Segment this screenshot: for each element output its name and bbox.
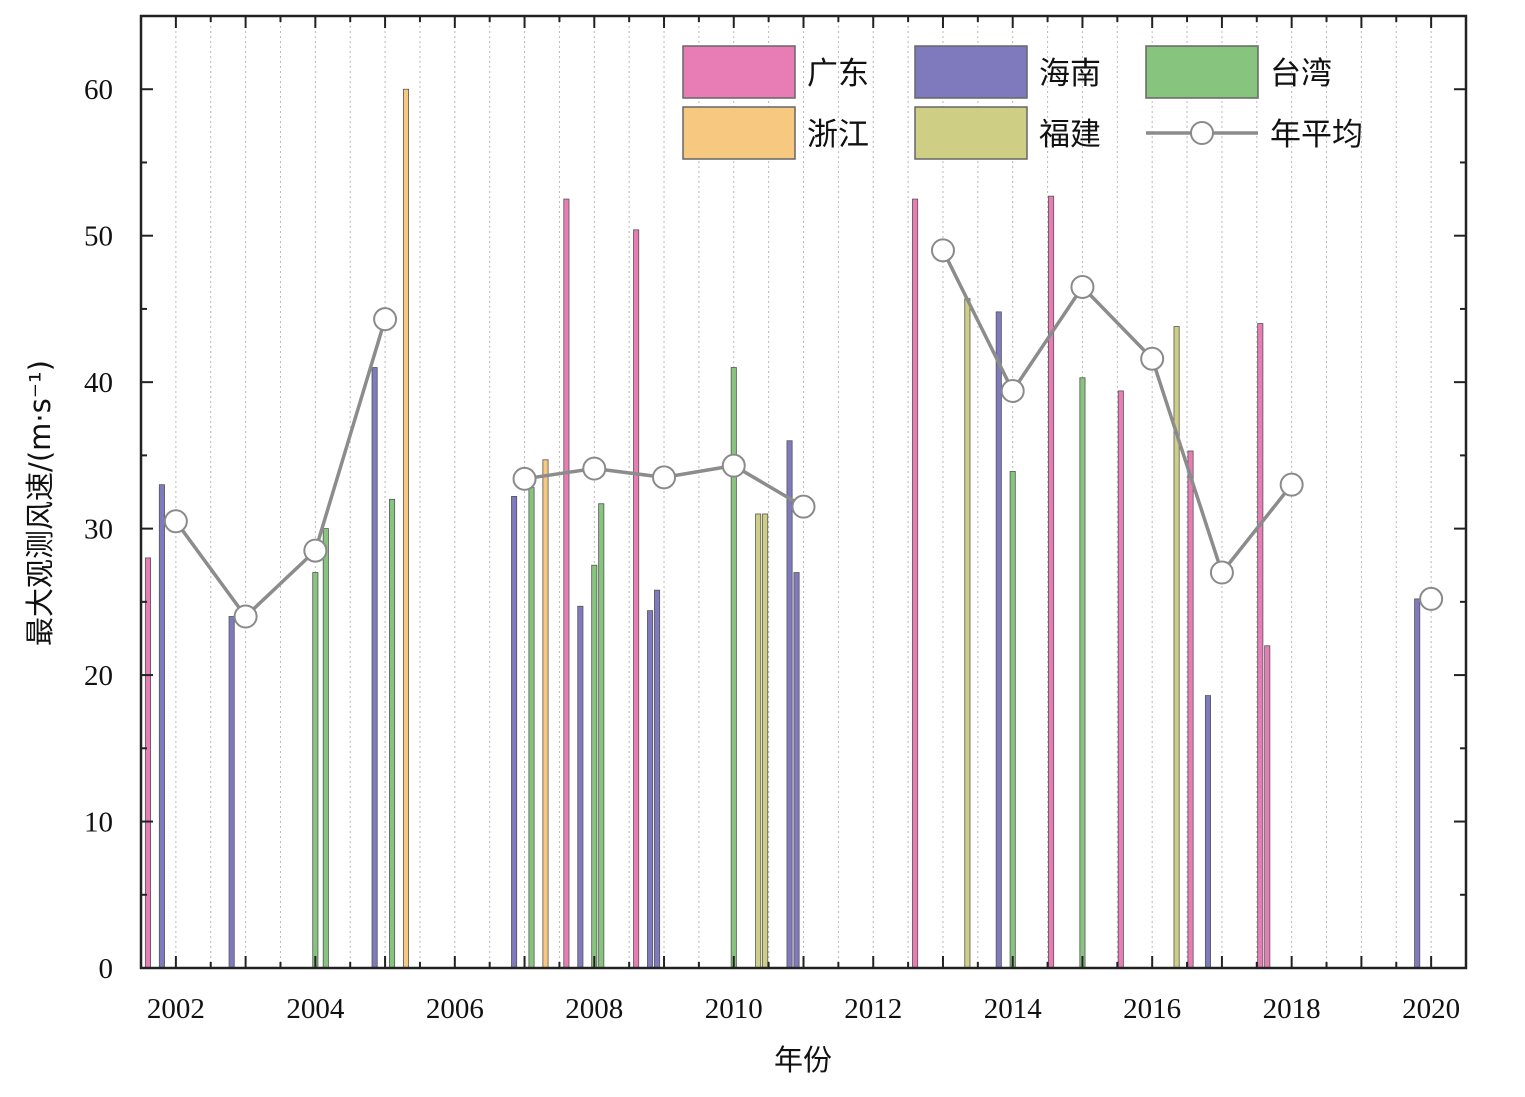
legend-label-广东: 广东 [807, 56, 869, 92]
average-point [233, 604, 258, 629]
average-point [1070, 274, 1095, 299]
bar-福建 [755, 513, 762, 969]
bar-海南 [577, 605, 584, 969]
bar-海南 [158, 484, 165, 969]
x-tick-label: 2008 [565, 993, 623, 1025]
bar-海南 [786, 440, 793, 969]
bar-海南 [995, 311, 1002, 969]
average-point [1419, 586, 1444, 611]
y-axis-title: 最大观测风速/(m·s⁻¹) [23, 360, 57, 646]
y-tick-label: 20 [84, 660, 113, 692]
legend-label-海南: 海南 [1039, 56, 1101, 92]
average-point [652, 465, 677, 490]
bar-台湾 [322, 528, 329, 969]
bar-广东 [633, 229, 640, 969]
bar-福建 [964, 298, 971, 969]
bar-海南 [511, 495, 518, 969]
axes: 2002 2004 2006 2008 2010 2012 2014 2016 2018 2020… [84, 14, 1468, 1025]
x-tick-label: 2010 [705, 993, 763, 1025]
bar-广东 [1257, 323, 1264, 969]
bar-台湾 [591, 564, 598, 969]
y-tick-label: 50 [84, 221, 113, 253]
average-line-segment [941, 249, 1294, 577]
legend-marker [1190, 121, 1214, 145]
average-point [373, 307, 398, 332]
average-point [791, 494, 816, 519]
bar-福建 [762, 513, 769, 969]
bar-广东 [563, 198, 570, 969]
average-point [1000, 378, 1025, 403]
bar-海南 [647, 610, 654, 969]
y-tick-label: 30 [84, 514, 113, 546]
legend-label-台湾: 台湾 [1270, 56, 1332, 92]
legend-label-年平均: 年平均 [1270, 117, 1363, 153]
bar-海南 [1204, 695, 1211, 969]
bar-广东 [1264, 645, 1271, 969]
x-tick-label: 2004 [286, 993, 345, 1025]
bar-海南 [793, 572, 800, 969]
y-tick-label: 40 [84, 367, 113, 399]
legend-swatch-浙江 [682, 106, 796, 160]
bar-台湾 [598, 503, 605, 969]
bar-广东 [1117, 390, 1124, 969]
y-tick-label: 0 [99, 953, 114, 985]
x-tick-label: 2002 [147, 993, 205, 1025]
average-line-segment [174, 318, 387, 620]
legend-swatch-台湾 [1145, 45, 1259, 99]
bar-广东 [144, 557, 151, 969]
bar-台湾 [389, 498, 396, 969]
average-point [1209, 560, 1234, 585]
x-axis-title: 年份 [774, 1043, 832, 1077]
y-tick-label: 10 [84, 807, 113, 839]
legend-swatch-海南 [914, 45, 1028, 99]
average-point [303, 538, 328, 563]
bar-海南 [371, 367, 378, 969]
average-point [1279, 472, 1304, 497]
x-tick-label: 2020 [1402, 993, 1460, 1025]
bar-海南 [228, 616, 235, 969]
bar-广东 [1187, 450, 1194, 969]
average-point [721, 453, 746, 478]
average-point [930, 238, 955, 263]
average-point [512, 466, 537, 491]
average-point [163, 509, 188, 534]
x-tick-label: 2006 [426, 993, 484, 1025]
bar-浙江 [402, 88, 410, 969]
bar-海南 [654, 589, 661, 969]
legend-label-福建: 福建 [1039, 117, 1101, 153]
bar-浙江 [542, 459, 549, 969]
x-tick-label: 2012 [844, 993, 902, 1025]
legend-swatch-福建 [914, 106, 1028, 160]
y-tick-label: 60 [84, 74, 113, 106]
average-point [1140, 346, 1165, 371]
legend-label-浙江: 浙江 [807, 117, 869, 153]
bar-广东 [912, 198, 919, 969]
legend-swatch-广东 [682, 45, 796, 99]
bar-海南 [1414, 598, 1421, 969]
x-tick-label: 2014 [984, 993, 1043, 1025]
bar-台湾 [312, 572, 319, 969]
average-point [582, 456, 607, 481]
x-tick-label: 2018 [1263, 993, 1321, 1025]
bar-广东 [1048, 195, 1055, 969]
bar-series [144, 88, 1421, 969]
annual-average-line [163, 238, 1444, 629]
bar-台湾 [1079, 377, 1086, 969]
x-tick-label: 2016 [1123, 993, 1181, 1025]
bar-台湾 [528, 487, 535, 969]
bar-台湾 [1009, 471, 1016, 969]
